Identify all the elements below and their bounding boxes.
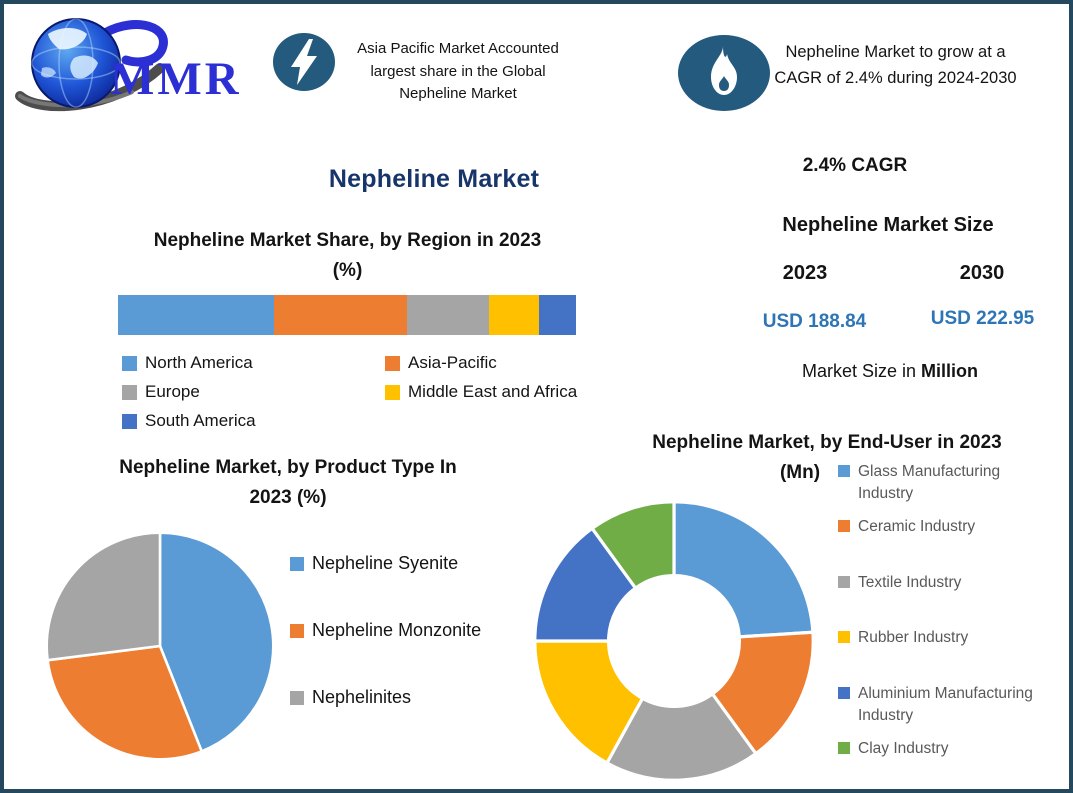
market-value-2030: USD 222.95 — [930, 308, 1035, 329]
legend-label: Asia-Pacific — [408, 353, 497, 372]
slice-1 — [46, 644, 203, 761]
bar-segment-3 — [488, 295, 540, 335]
legend-item-rubber: Rubber Industry — [838, 627, 1052, 649]
legend-item-aluminium-manufacturing: Aluminium Manufacturing Industry — [838, 683, 1052, 727]
legend-swatch — [290, 623, 304, 638]
market-size-note-unit: Million — [921, 361, 979, 381]
bar-segment-4 — [539, 295, 576, 335]
region-chart-title-line2: (%) — [332, 260, 363, 281]
market-size-title: Nepheline Market Size — [782, 214, 994, 236]
product-legend: Nepheline Syenite Nepheline Monzonite Ne… — [290, 553, 481, 754]
slice-2 — [45, 531, 162, 662]
logo-text: MMR — [110, 53, 239, 105]
enduser-legend: Glass Manufacturing Industry Ceramic Ind… — [838, 461, 1052, 760]
legend-item-south-america: South America — [122, 410, 385, 432]
legend-swatch — [290, 556, 304, 571]
legend-item-nepheline-monzonite: Nepheline Monzonite — [290, 620, 481, 641]
slice-2 — [605, 692, 758, 782]
globe-icon: MMR — [15, 18, 239, 112]
legend-label: Nepheline Syenite — [312, 553, 459, 573]
cagr-value: 2.4% CAGR — [802, 155, 908, 176]
market-value-2023: USD 188.84 — [762, 311, 867, 332]
year-end: 2030 — [959, 262, 1005, 284]
year-start: 2023 — [782, 262, 828, 284]
legend-swatch — [838, 520, 850, 532]
legend-swatch — [838, 576, 850, 588]
region-legend: North America Asia-Pacific Europe Middle… — [122, 352, 592, 432]
legend-swatch — [838, 631, 850, 643]
legend-item-north-america: North America — [122, 352, 385, 374]
market-size-note-prefix: Market Size in — [801, 361, 922, 381]
legend-label: Nephelinites — [312, 687, 412, 707]
legend-item-asia-pacific: Asia-Pacific — [385, 352, 592, 374]
product-pie-chart — [45, 531, 275, 761]
slice-1 — [710, 630, 815, 756]
legend-label: Clay Industry — [858, 740, 949, 757]
legend-label: Ceramic Industry — [858, 518, 976, 535]
legend-swatch — [838, 742, 850, 754]
market-size-note: Market Size in Million — [765, 361, 1015, 382]
legend-swatch — [122, 413, 137, 429]
product-chart-title-line2: 2023 (%) — [249, 487, 327, 508]
legend-label: Rubber Industry — [858, 629, 969, 646]
slice-0 — [158, 531, 275, 753]
legend-swatch — [838, 687, 850, 699]
legend-label: South America — [145, 411, 256, 430]
legend-item-textile: Textile Industry — [838, 572, 1052, 594]
region-chart-title-line1: Nepheline Market Share, by Region in 202… — [153, 230, 542, 251]
legend-label: Glass Manufacturing Industry — [858, 463, 1001, 502]
page-title: Nepheline Market — [328, 165, 540, 193]
legend-label: North America — [145, 353, 253, 372]
legend-swatch — [385, 355, 400, 371]
legend-item-ceramic: Ceramic Industry — [838, 516, 1052, 538]
slice-0 — [672, 500, 815, 639]
legend-item-europe: Europe — [122, 381, 385, 403]
legend-swatch — [385, 384, 400, 400]
legend-swatch — [838, 465, 850, 477]
legend-swatch — [122, 355, 137, 371]
legend-swatch — [122, 384, 137, 400]
bar-segment-0 — [118, 295, 274, 335]
legend-item-glass-manufacturing: Glass Manufacturing Industry — [838, 461, 1052, 505]
slice-5 — [590, 500, 676, 590]
enduser-donut-chart — [533, 500, 815, 782]
product-chart-title: Nepheline Market, by Product Type In 202… — [63, 453, 513, 513]
mmr-logo: MMR — [14, 8, 239, 120]
legend-item-nephelinites: Nephelinites — [290, 687, 481, 708]
badge2-text: Nepheline Market to grow at a CAGR of 2.… — [774, 43, 1017, 87]
bar-segment-2 — [406, 295, 489, 335]
lightning-icon — [272, 30, 336, 94]
legend-swatch — [290, 690, 304, 705]
legend-item-nepheline-syenite: Nepheline Syenite — [290, 553, 481, 574]
region-stacked-bar — [118, 295, 576, 335]
legend-item-clay: Clay Industry — [838, 738, 1052, 760]
product-chart-title-line1: Nepheline Market, by Product Type In — [119, 457, 457, 478]
slice-3 — [533, 639, 645, 765]
badge1-text: Asia Pacific Market Accounted largest sh… — [357, 40, 559, 102]
enduser-chart-title-line1: Nepheline Market, by End-User in 2023 — [652, 432, 1002, 453]
flame-icon — [677, 34, 771, 112]
legend-label: Europe — [145, 382, 200, 401]
region-chart-title: Nepheline Market Share, by Region in 202… — [95, 226, 600, 286]
legend-item-middle-east-africa: Middle East and Africa — [385, 381, 592, 403]
legend-label: Middle East and Africa — [408, 382, 578, 401]
legend-label: Aluminium Manufacturing Industry — [858, 685, 1033, 724]
legend-label: Textile Industry — [858, 574, 962, 591]
enduser-chart-title-line2: (Mn) — [779, 462, 821, 483]
legend-label: Nepheline Monzonite — [312, 620, 482, 640]
bar-segment-1 — [273, 295, 407, 335]
